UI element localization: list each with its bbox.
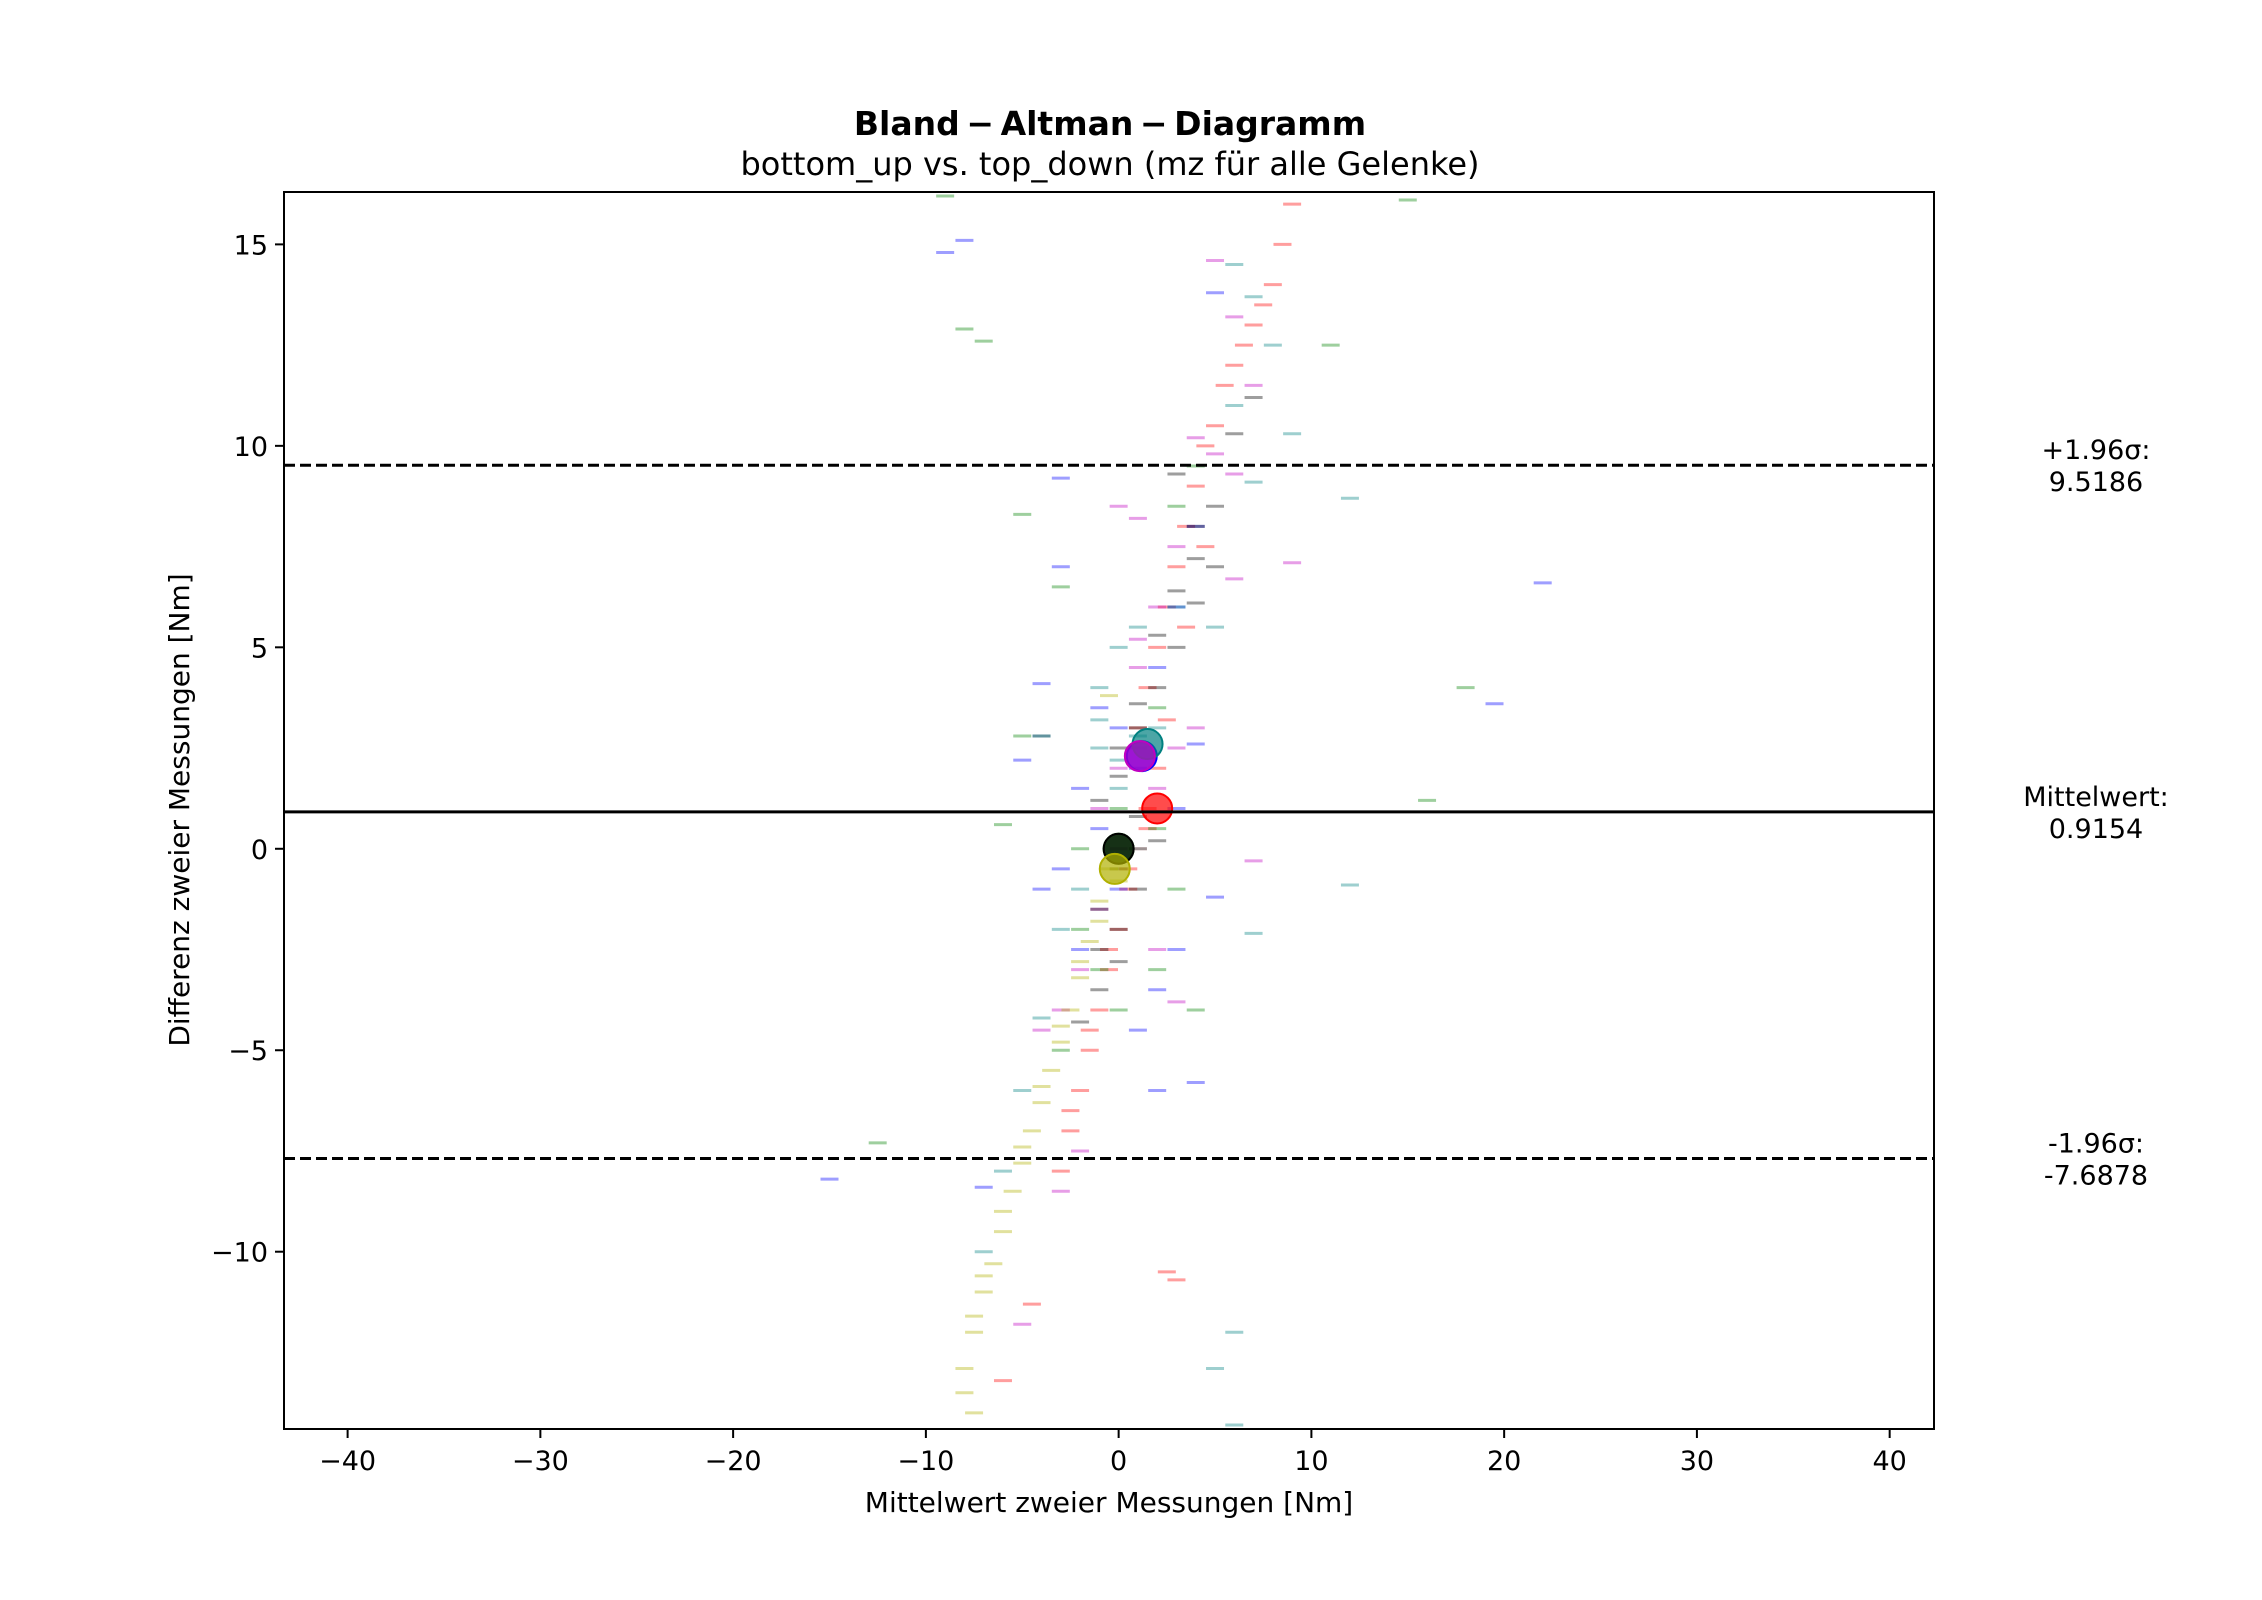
series-center-marker — [1123, 740, 1156, 773]
x-axis-label: Mittelwert zweier Messungen [Nm] — [865, 1486, 1353, 1519]
y-tick-label: 0 — [251, 835, 268, 866]
mean-label: Mittelwert: — [2023, 782, 2169, 813]
x-tick-label: −40 — [319, 1446, 376, 1477]
y-tick-label: −10 — [211, 1238, 268, 1269]
upper-limit-label: +1.96σ: — [2042, 435, 2151, 466]
x-tick-label: 10 — [1294, 1446, 1328, 1477]
lower-limit-value: -7.6878 — [2044, 1161, 2148, 1192]
plot-area-frame — [283, 191, 1935, 1430]
y-tick-label: −5 — [228, 1036, 268, 1067]
y-tick-label: 10 — [234, 432, 268, 463]
reference-line-annotations: Mittelwert:0.9154 +1.96σ:9.5186 -1.96σ:-7.… — [2023, 435, 2169, 1191]
upper-limit-value: 9.5186 — [2049, 467, 2143, 498]
x-tick-label: −20 — [705, 1446, 762, 1477]
x-tick-label: −10 — [897, 1446, 954, 1477]
y-axis-ticks: −10 −5 0 5 10 15 — [211, 230, 284, 1269]
series-center-marker — [1141, 792, 1174, 825]
scatter-marks — [820, 194, 1552, 1427]
x-tick-label: 40 — [1872, 1446, 1906, 1477]
lower-limit-label: -1.96σ: — [2048, 1129, 2144, 1160]
x-tick-label: 30 — [1680, 1446, 1714, 1477]
mean-value: 0.9154 — [2049, 814, 2143, 845]
x-axis-ticks: −40 −30 −20 −10 0 10 20 30 40 — [319, 1429, 1907, 1477]
series-centers — [1098, 728, 1174, 885]
y-tick-label: 15 — [234, 230, 268, 261]
x-tick-label: −30 — [512, 1446, 569, 1477]
y-axis-label: Differenz zweier Messungen [Nm] — [163, 573, 196, 1046]
chart-subtitle: bottom_up vs. top_down (mz für alle Gele… — [740, 145, 1479, 183]
reference-lines — [284, 463, 1934, 1161]
series-center-marker — [1098, 852, 1131, 885]
x-tick-label: 0 — [1110, 1446, 1127, 1477]
chart-title: Bland − Altman − Diagramm — [854, 104, 1366, 143]
x-tick-label: 20 — [1487, 1446, 1521, 1477]
y-tick-label: 5 — [251, 633, 268, 664]
